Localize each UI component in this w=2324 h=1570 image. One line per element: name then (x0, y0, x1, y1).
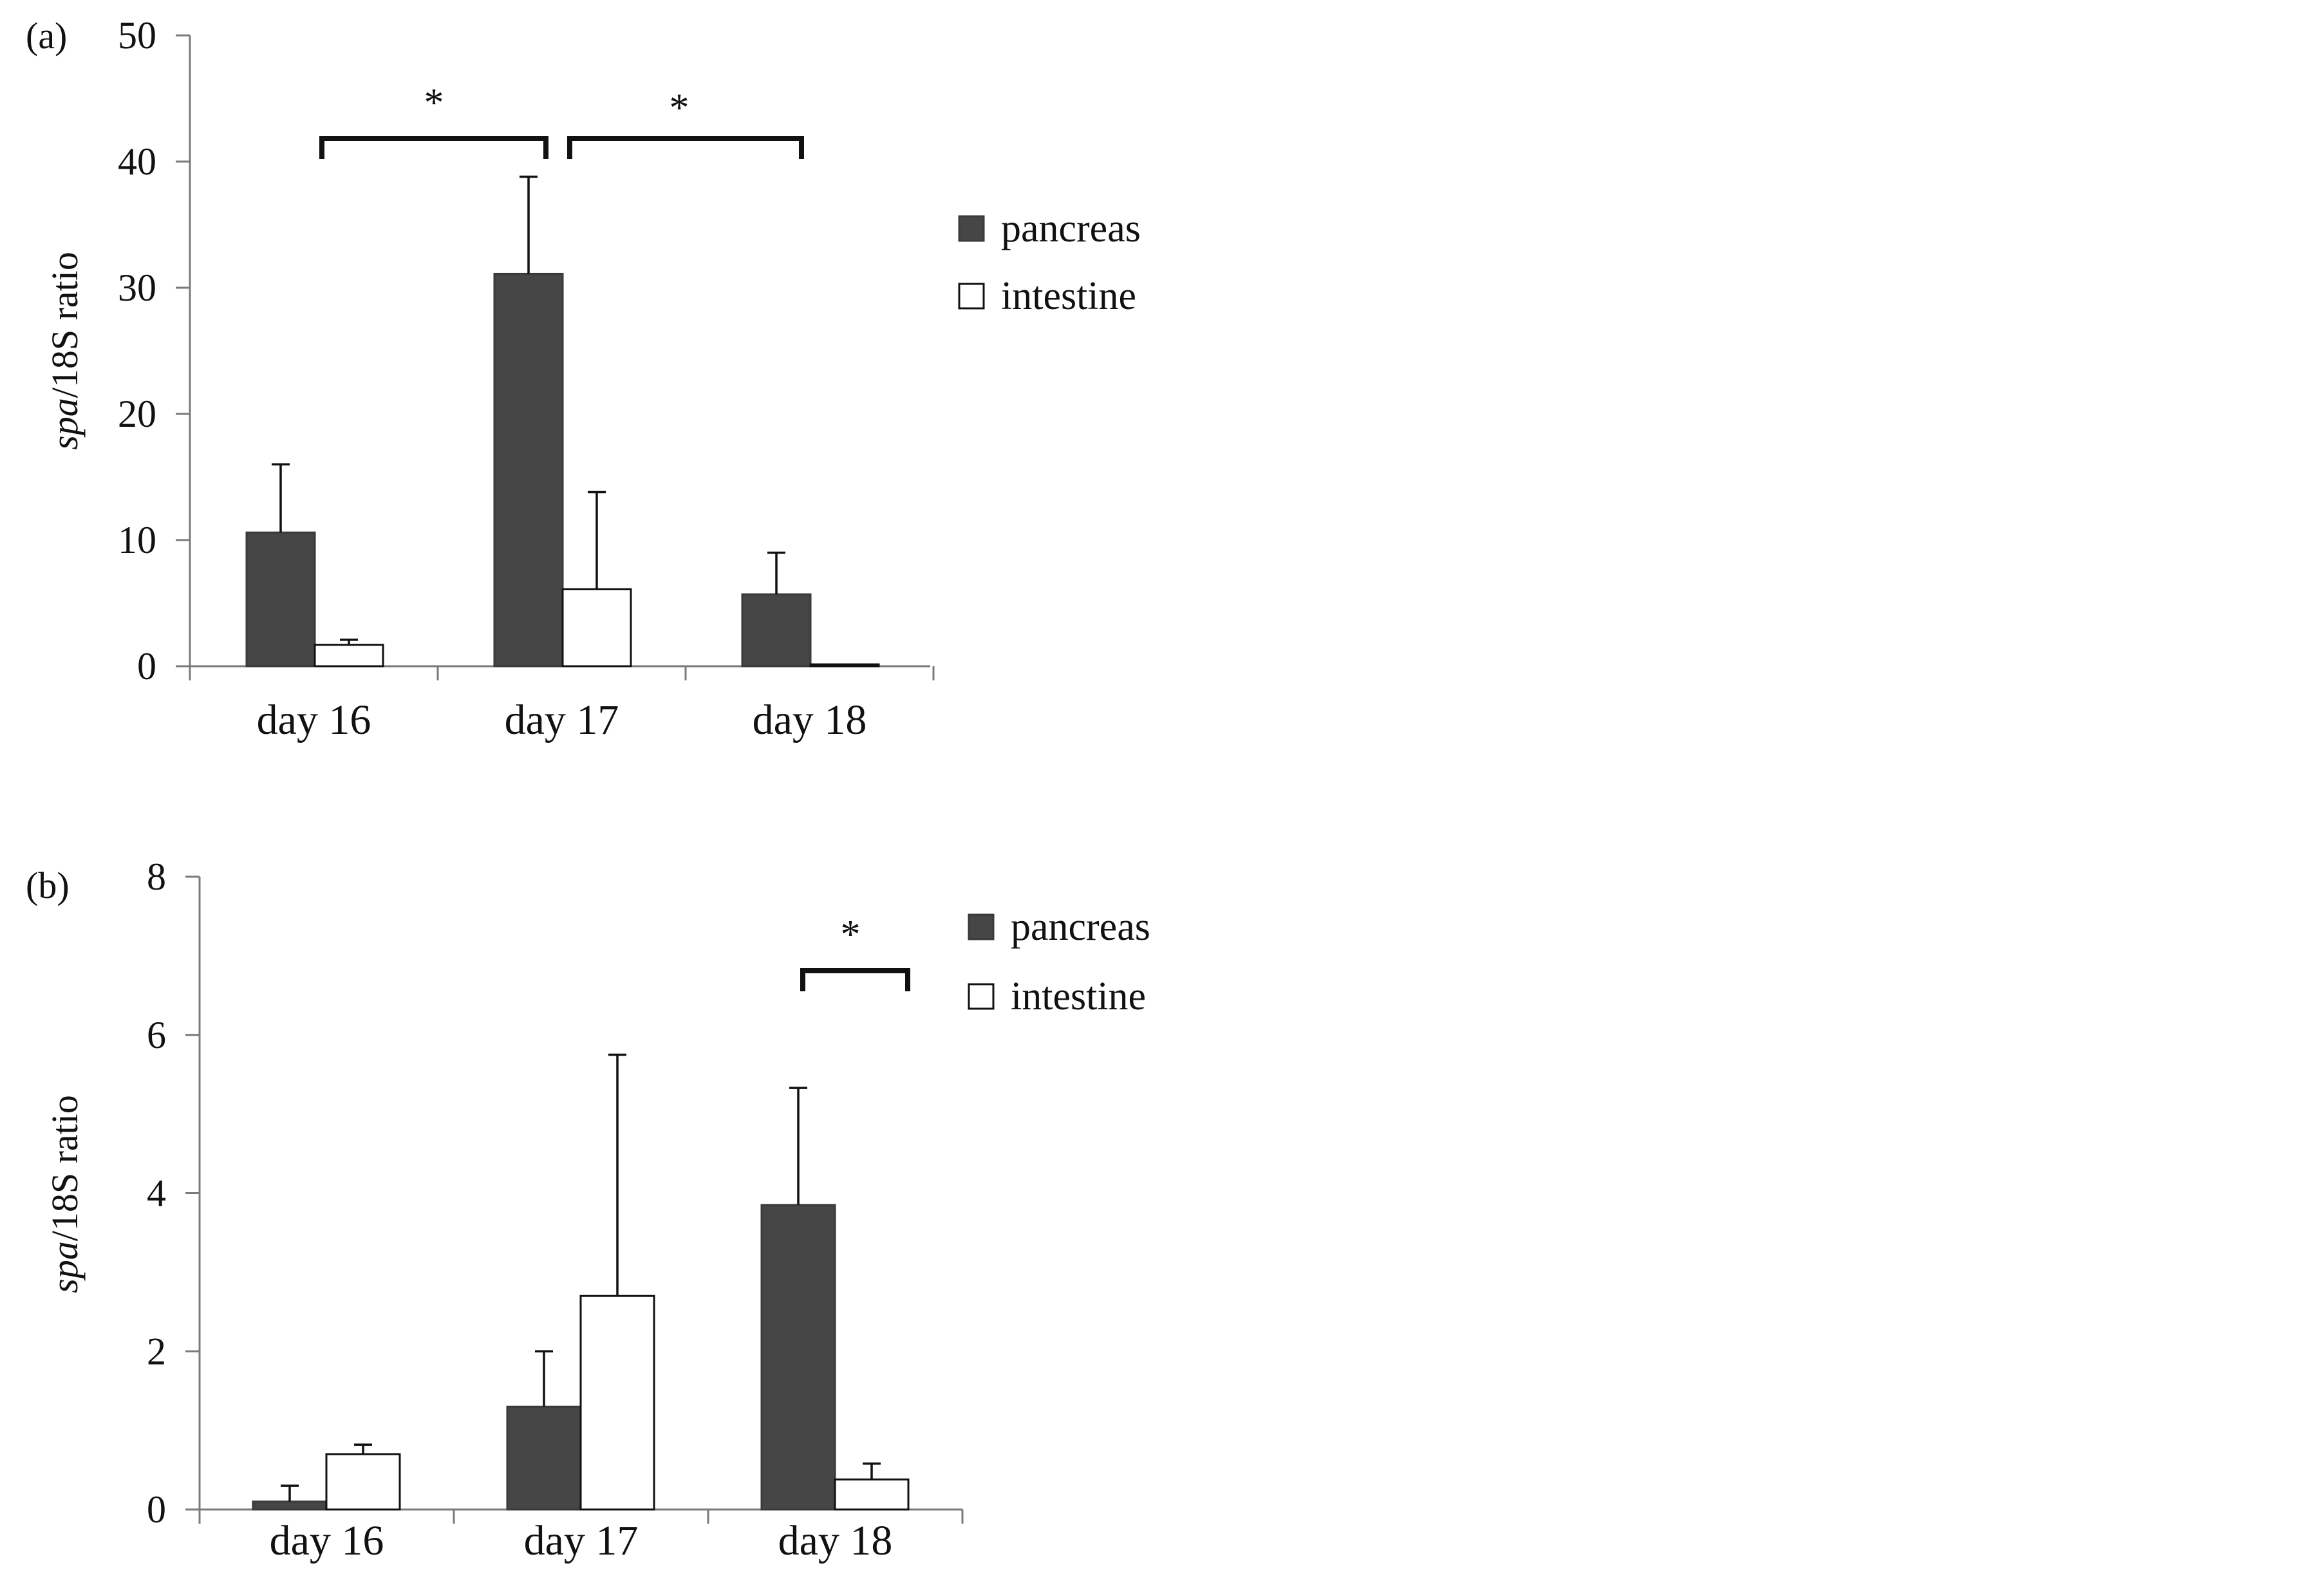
panel-b: 0 2 4 6 8 day 16 day 17 day 18 * (b) spa/18S ratio… (26, 855, 1150, 1564)
y-tick-label: 50 (118, 14, 156, 57)
significance-star: * (424, 81, 444, 125)
y-axis-label-italic: spa (44, 398, 86, 450)
y-tick-label: 0 (137, 645, 156, 687)
intestine-bar (809, 663, 880, 668)
y-tick-label: 20 (118, 393, 156, 435)
legend-swatch-intestine (968, 983, 995, 1010)
legend-swatch-intestine (958, 283, 985, 310)
intestine-bar (561, 588, 632, 668)
category-label: day 18 (753, 696, 867, 743)
legend-swatch-pancreas (968, 913, 995, 940)
y-axis-label-italic: spa (44, 1241, 86, 1293)
pancreas-bar (493, 272, 564, 668)
significance-bracket (319, 136, 548, 159)
y-tick-label: 30 (118, 266, 156, 309)
panel-a: 0 10 20 30 40 50 day 16 day 17 day 18 * * (a) spa/18… (26, 14, 1141, 743)
y-tick-label: 4 (147, 1172, 166, 1215)
significance-star: * (670, 86, 689, 130)
panel-label: (a) (26, 15, 67, 57)
category-label: day 18 (778, 1517, 893, 1564)
y-tick-label: 8 (147, 855, 166, 898)
legend-label-intestine: intestine (1011, 975, 1146, 1018)
pancreas-bar (760, 1204, 836, 1511)
y-axis-label-rest: /18S ratio (44, 1095, 86, 1241)
y-axis-label: spa/18S ratio (44, 252, 86, 450)
intestine-bar (834, 1478, 910, 1511)
y-tick-label: 0 (147, 1488, 166, 1531)
significance-bracket (567, 136, 804, 159)
category-label: day 16 (270, 1517, 384, 1564)
pancreas-bar (506, 1405, 582, 1511)
significance-bracket (800, 968, 910, 991)
legend-label-intestine: intestine (1001, 274, 1136, 318)
significance-star: * (841, 913, 861, 957)
intestine-bar (579, 1294, 655, 1511)
intestine-bar (325, 1453, 401, 1511)
category-label: day 16 (257, 696, 371, 743)
panel-label: (b) (26, 864, 70, 906)
intestine-bar (314, 644, 384, 668)
legend-swatch-pancreas (958, 215, 985, 242)
pancreas-bar (741, 593, 812, 668)
legend-label-pancreas: pancreas (1011, 905, 1150, 949)
y-tick-label: 10 (118, 519, 156, 561)
pancreas-bar (252, 1500, 328, 1511)
y-tick-label: 40 (118, 140, 156, 183)
pancreas-bar (245, 531, 316, 668)
y-axis-label-rest: /18S ratio (44, 252, 86, 398)
y-tick-label: 2 (147, 1330, 166, 1372)
category-label: day 17 (524, 1517, 639, 1564)
legend-label-pancreas: pancreas (1001, 207, 1141, 250)
y-axis-label: spa/18S ratio (44, 1095, 86, 1293)
category-label: day 17 (505, 696, 619, 743)
y-tick-label: 6 (147, 1014, 166, 1056)
